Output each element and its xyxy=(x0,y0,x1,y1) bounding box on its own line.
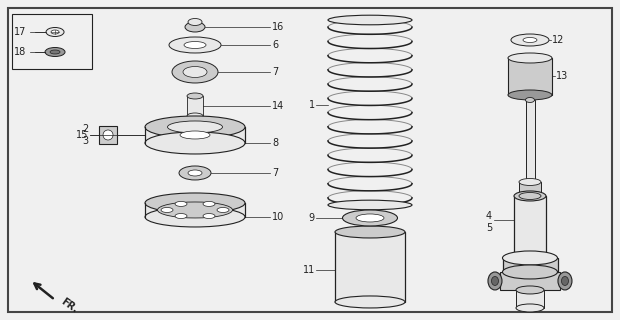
Bar xyxy=(12,14,92,69)
Ellipse shape xyxy=(183,67,207,77)
Bar xyxy=(99,126,117,144)
Text: 3: 3 xyxy=(82,136,88,146)
Ellipse shape xyxy=(145,116,245,138)
Ellipse shape xyxy=(516,286,544,294)
Ellipse shape xyxy=(356,214,384,222)
Bar xyxy=(187,96,203,116)
Ellipse shape xyxy=(502,265,557,279)
Ellipse shape xyxy=(175,213,187,219)
Ellipse shape xyxy=(145,193,245,213)
Bar xyxy=(519,182,541,196)
Ellipse shape xyxy=(508,90,552,100)
Ellipse shape xyxy=(187,113,203,119)
Text: 12: 12 xyxy=(552,35,564,45)
Ellipse shape xyxy=(175,201,187,206)
Ellipse shape xyxy=(492,276,498,285)
Text: 17: 17 xyxy=(14,27,27,37)
Text: 2: 2 xyxy=(82,124,88,134)
Text: 9: 9 xyxy=(309,213,315,223)
Text: 7: 7 xyxy=(272,168,278,178)
Ellipse shape xyxy=(514,191,546,201)
Ellipse shape xyxy=(46,28,64,36)
Text: 11: 11 xyxy=(303,265,315,275)
Ellipse shape xyxy=(51,30,59,34)
Ellipse shape xyxy=(145,207,245,227)
Ellipse shape xyxy=(335,296,405,308)
Ellipse shape xyxy=(188,170,202,176)
Bar xyxy=(145,203,245,217)
Ellipse shape xyxy=(335,226,405,238)
Ellipse shape xyxy=(511,34,549,46)
Ellipse shape xyxy=(179,166,211,180)
Ellipse shape xyxy=(203,201,215,206)
Ellipse shape xyxy=(50,50,60,54)
Ellipse shape xyxy=(45,47,65,57)
Text: 8: 8 xyxy=(272,138,278,148)
Bar xyxy=(503,258,558,272)
Ellipse shape xyxy=(516,304,544,312)
Ellipse shape xyxy=(184,42,206,49)
Bar xyxy=(335,232,405,302)
Ellipse shape xyxy=(558,272,572,290)
Ellipse shape xyxy=(145,132,245,154)
Bar xyxy=(516,290,544,308)
Ellipse shape xyxy=(342,210,397,226)
Ellipse shape xyxy=(562,276,569,285)
Ellipse shape xyxy=(187,93,203,99)
Ellipse shape xyxy=(169,37,221,53)
Text: 15: 15 xyxy=(76,130,88,140)
Ellipse shape xyxy=(188,19,202,26)
Text: 18: 18 xyxy=(14,47,26,57)
Ellipse shape xyxy=(203,213,215,219)
Text: 13: 13 xyxy=(556,71,568,81)
Ellipse shape xyxy=(519,179,541,186)
Ellipse shape xyxy=(185,22,205,32)
Text: 16: 16 xyxy=(272,22,284,32)
Bar xyxy=(526,100,535,185)
Ellipse shape xyxy=(103,130,113,140)
Ellipse shape xyxy=(328,15,412,25)
Ellipse shape xyxy=(519,192,541,199)
Ellipse shape xyxy=(508,53,552,63)
Text: 6: 6 xyxy=(272,40,278,50)
Ellipse shape xyxy=(488,272,502,290)
Ellipse shape xyxy=(217,207,229,212)
Bar xyxy=(145,127,245,143)
Text: FR.: FR. xyxy=(59,296,79,315)
Ellipse shape xyxy=(167,121,223,133)
Ellipse shape xyxy=(523,37,537,43)
Ellipse shape xyxy=(328,200,412,210)
Ellipse shape xyxy=(172,61,218,83)
Ellipse shape xyxy=(180,131,210,139)
Text: 7: 7 xyxy=(272,67,278,77)
Text: 10: 10 xyxy=(272,212,284,222)
Ellipse shape xyxy=(502,251,557,265)
Text: 5: 5 xyxy=(485,223,492,233)
Ellipse shape xyxy=(161,207,173,212)
Bar xyxy=(500,272,560,290)
Bar xyxy=(508,58,552,95)
Text: 4: 4 xyxy=(486,211,492,221)
Bar xyxy=(514,196,546,258)
Ellipse shape xyxy=(526,98,534,102)
Ellipse shape xyxy=(157,202,232,218)
Text: 1: 1 xyxy=(309,100,315,110)
Text: 14: 14 xyxy=(272,101,284,111)
